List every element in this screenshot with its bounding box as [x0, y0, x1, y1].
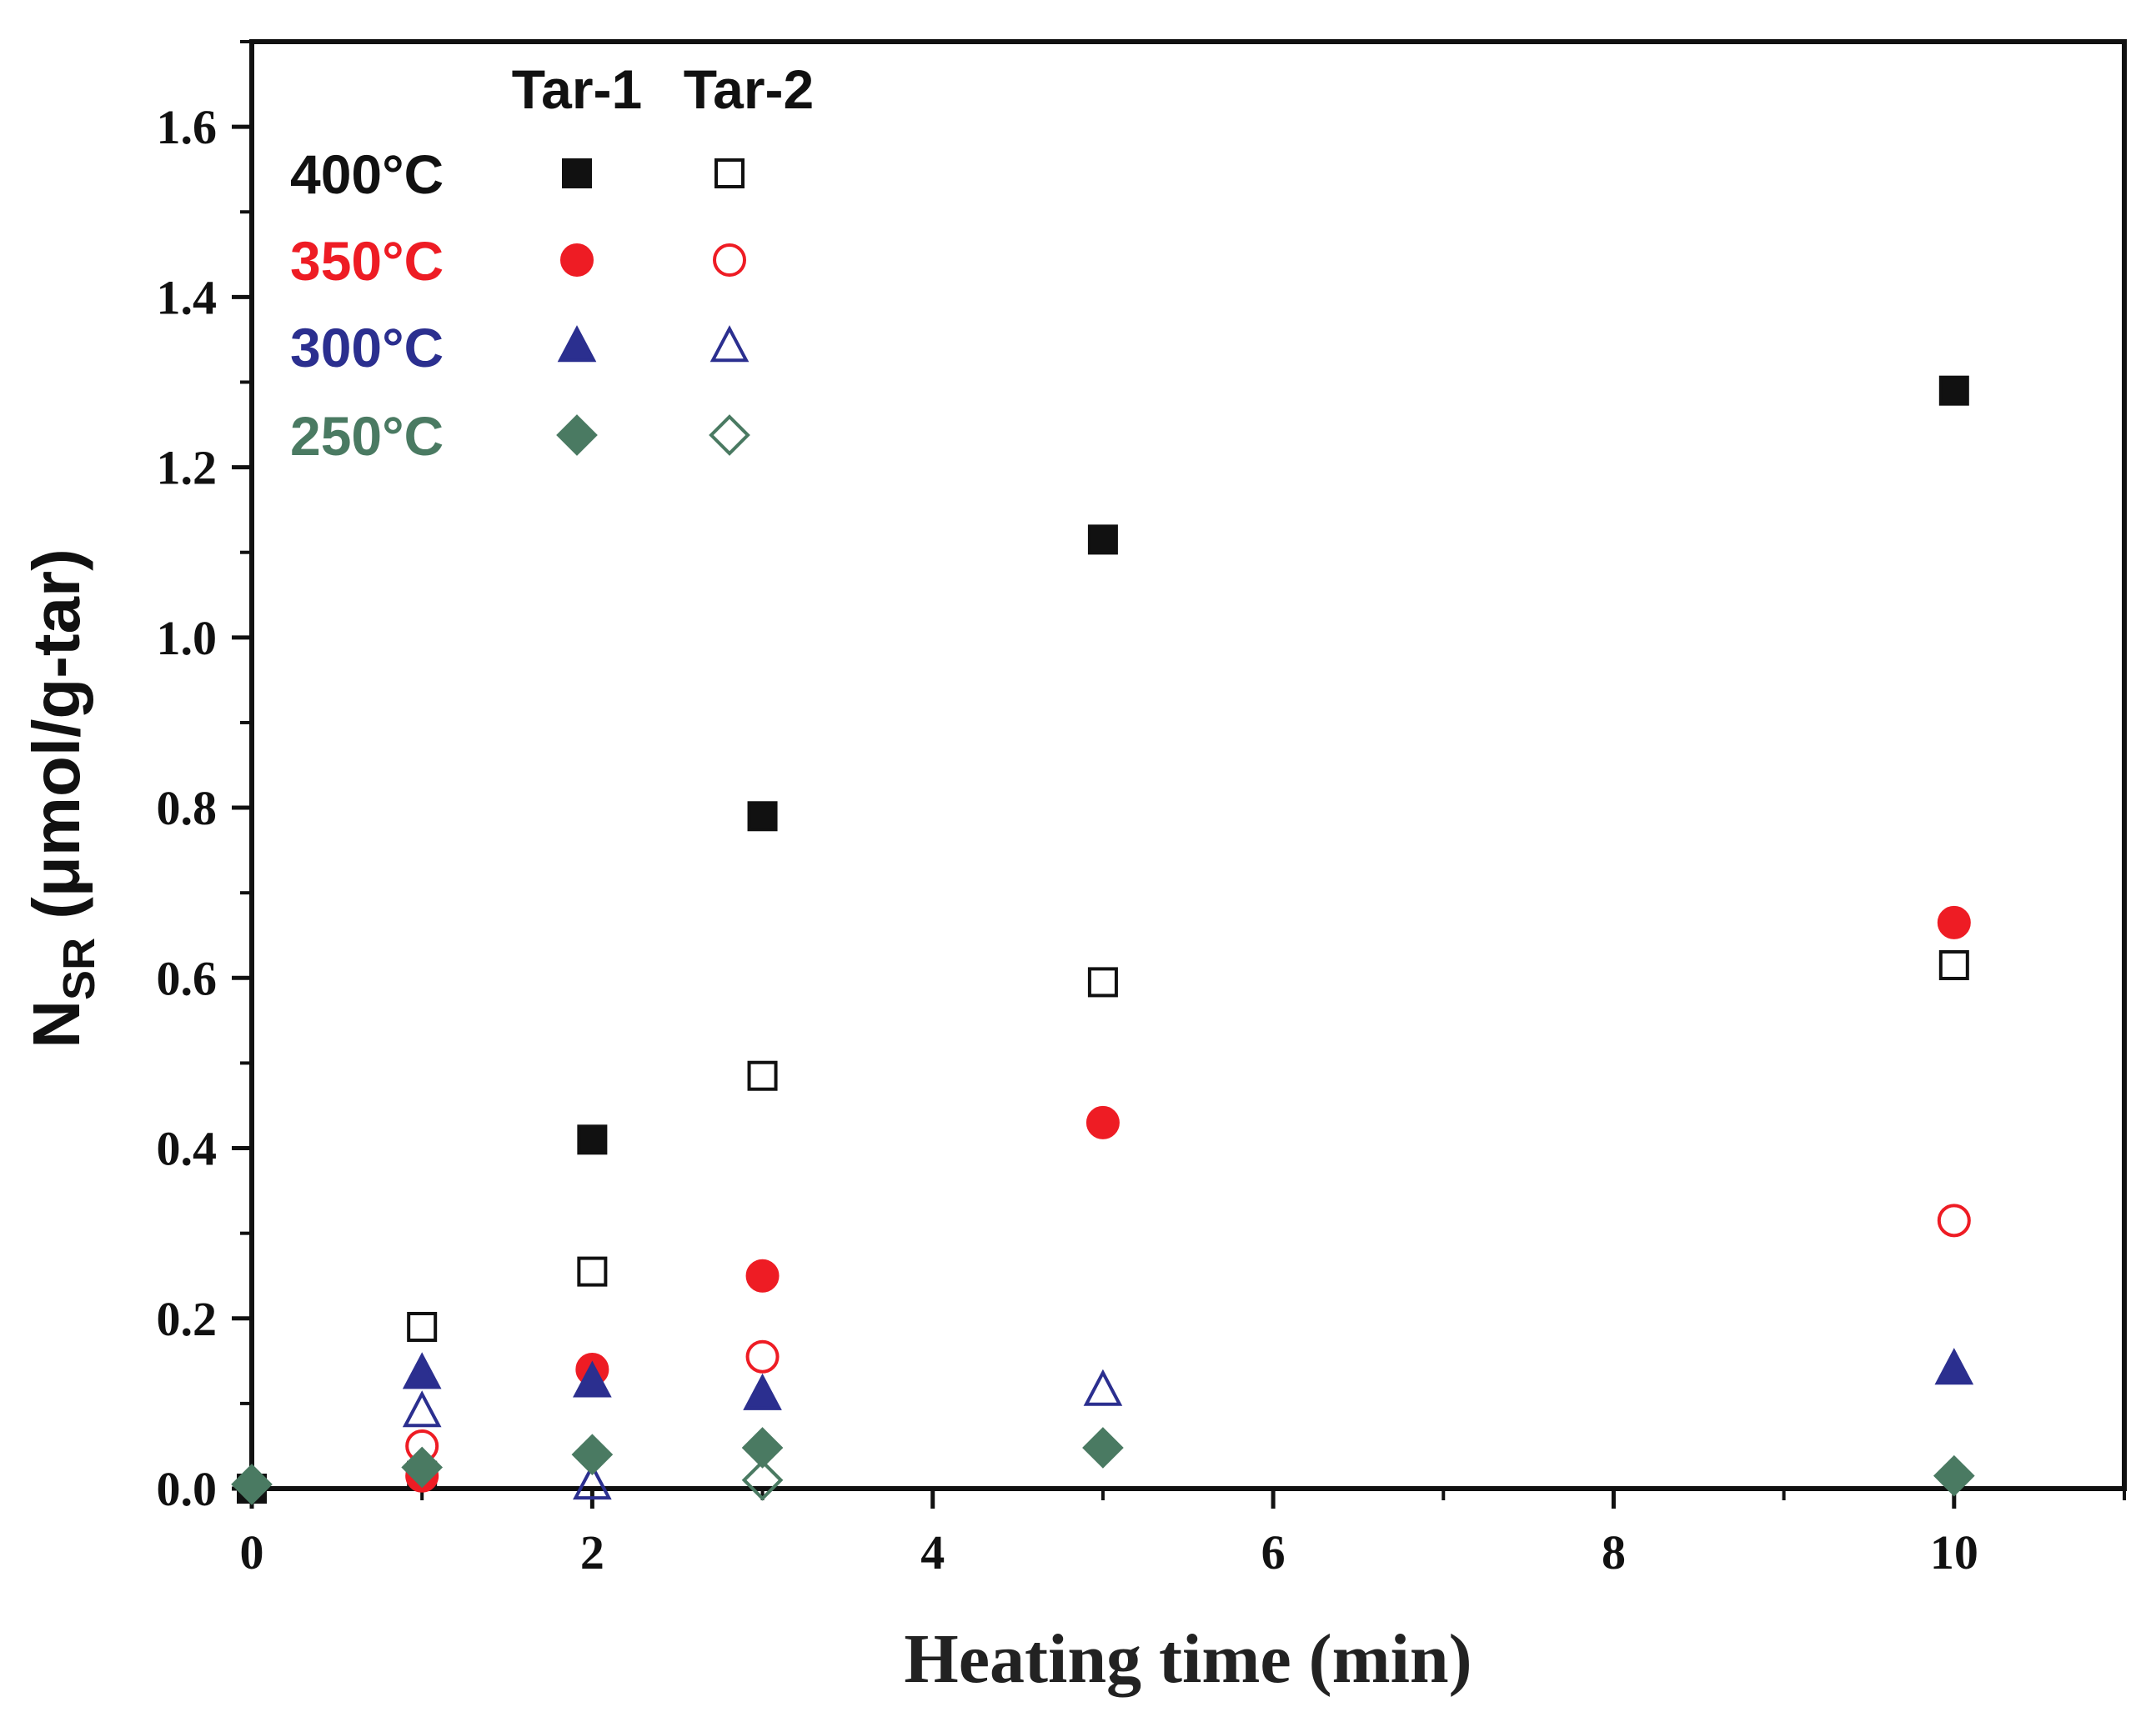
series-250-c-tar-1	[231, 1427, 1975, 1505]
x-tick-label: 2	[580, 1525, 604, 1579]
x-tick-label: 10	[1930, 1525, 1978, 1579]
data-point	[402, 1352, 442, 1389]
data-point	[1934, 1348, 1974, 1385]
x-tick-label: 0	[240, 1525, 264, 1579]
data-point	[577, 1256, 608, 1287]
data-point	[747, 1060, 778, 1091]
data-point	[1938, 375, 1969, 406]
data-point	[402, 1390, 442, 1428]
y-axis-title-units: (μmol/g-tar)	[19, 548, 93, 938]
series-300-c-tar-2	[402, 1369, 1123, 1500]
y-tick-label: 1.2	[157, 441, 218, 495]
data-point	[577, 1124, 608, 1155]
x-tick-label: 8	[1602, 1525, 1626, 1579]
series-350-c-tar-2	[405, 1204, 1971, 1463]
legend-marker-open	[714, 158, 745, 188]
data-point	[1087, 524, 1118, 555]
data-point	[231, 1464, 273, 1505]
data-point	[1086, 1105, 1120, 1139]
y-axis-title-main: N	[19, 1000, 93, 1049]
legend-label: 350°C	[290, 230, 444, 292]
axes	[249, 39, 2127, 1491]
x-tick-label: 6	[1261, 1525, 1286, 1579]
ticks: 0 2 4 6 8 10 0.0 0.2 0.4 0.6 0.8 1.0 1.2 1.4 1.6	[157, 40, 2126, 1579]
data-point	[747, 801, 778, 832]
data-point	[1938, 949, 1969, 980]
legend-header-tar-2: Tar-2	[684, 58, 815, 120]
legend-marker-open	[709, 325, 750, 363]
data-point	[573, 1463, 612, 1500]
legend: Tar-1 Tar-2 400°C 350°C 300°C 250°C	[290, 58, 814, 467]
y-axis-title: NSR (μmol/g-tar)	[19, 548, 104, 1048]
data-point	[401, 1446, 444, 1489]
legend-label: 400°C	[290, 143, 444, 205]
y-tick-label: 0.2	[157, 1292, 218, 1346]
legend-marker-filled	[562, 158, 592, 188]
legend-header-tar-1: Tar-1	[512, 58, 643, 120]
data-point	[741, 1427, 784, 1469]
series-400-c-tar-1	[237, 375, 1969, 1504]
y-tick-label: 1.6	[157, 100, 218, 154]
legend-marker-open	[709, 414, 750, 456]
data-point	[1087, 967, 1118, 998]
legend-label: 300°C	[290, 317, 444, 378]
y-tick-label: 0.6	[157, 951, 218, 1005]
data-point	[407, 1311, 438, 1342]
data-point	[741, 1459, 784, 1501]
series-250-c-tar-2	[741, 1459, 784, 1501]
x-axis-title: Heating time (min)	[904, 1620, 1472, 1698]
data-point	[1937, 905, 1971, 939]
data-point	[571, 1434, 614, 1475]
plot-frame	[249, 39, 2127, 1491]
data-point	[1937, 1204, 1971, 1238]
legend-label: 250°C	[290, 405, 444, 467]
data-points	[231, 375, 1975, 1505]
legend-marker-filled	[556, 414, 598, 456]
data-point	[743, 1373, 782, 1410]
data-point	[1082, 1427, 1124, 1469]
series-350-c-tar-1	[405, 905, 1971, 1493]
data-point	[573, 1360, 612, 1398]
series-300-c-tar-1	[402, 1348, 1974, 1410]
x-tick-label: 4	[920, 1525, 945, 1579]
legend-marker-filled	[557, 325, 597, 363]
y-tick-label: 1.4	[157, 270, 218, 324]
data-point	[1933, 1454, 1975, 1497]
data-point	[745, 1259, 780, 1293]
y-tick-label: 0.4	[157, 1122, 218, 1176]
legend-marker-filled	[560, 243, 594, 277]
legend-marker-open	[713, 243, 746, 277]
data-point	[1083, 1369, 1123, 1406]
y-tick-label: 0.0	[157, 1462, 218, 1516]
data-point	[745, 1339, 780, 1374]
series-400-c-tar-2	[407, 949, 1969, 1342]
y-axis-title-subscript: SR	[54, 938, 104, 1000]
y-tick-label: 0.8	[157, 781, 218, 835]
y-tick-label: 1.0	[157, 611, 218, 665]
